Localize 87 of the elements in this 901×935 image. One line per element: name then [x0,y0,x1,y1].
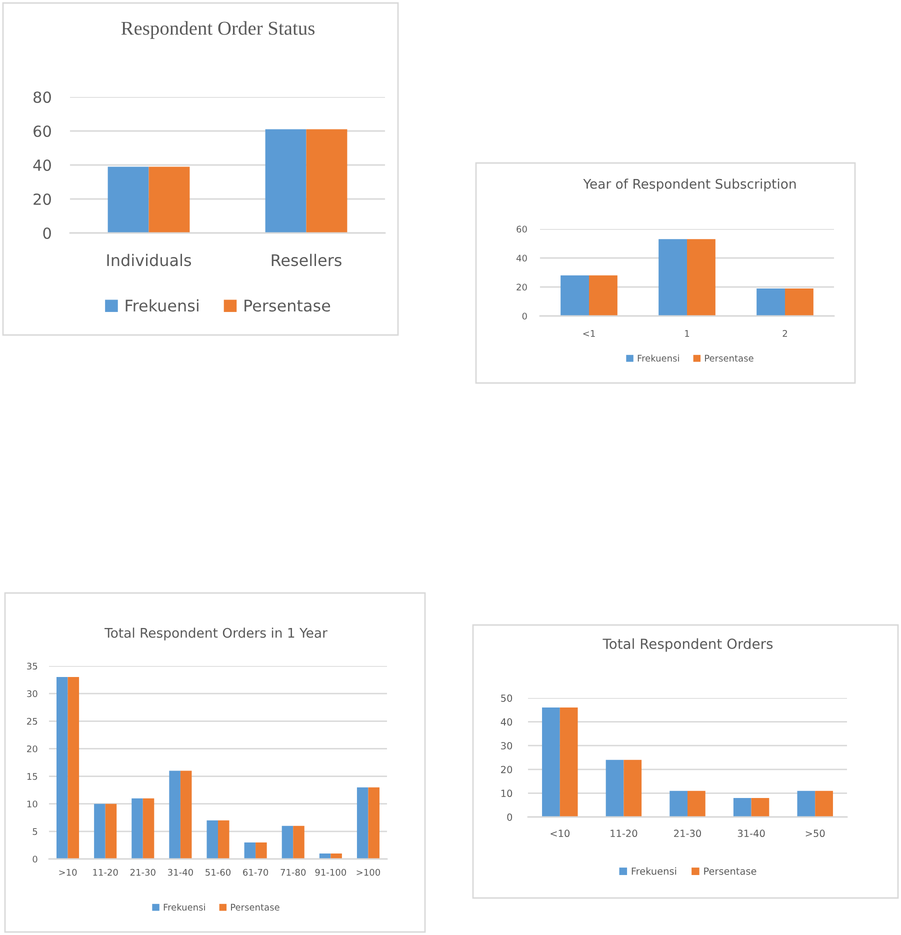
bar [589,275,618,316]
legend-label: Frekuensi [638,354,679,362]
bar [330,853,342,859]
x-tick-label: 21-30 [674,830,701,838]
y-tick-label: 15 [27,773,38,780]
x-tick-label: >10 [59,868,77,876]
legend-label: Persentase [244,300,330,312]
bar [169,770,180,859]
x-tick-label: >50 [806,830,825,838]
y-tick-label: 5 [32,828,38,835]
bar [356,787,368,859]
x-tick-label: 11-20 [93,868,118,876]
x-tick-label: Individuals [107,254,192,266]
bar [56,677,68,859]
bar [687,239,716,316]
bar [94,804,106,859]
y-tick-label: 60 [516,226,527,233]
y-tick-label: 20 [34,193,51,206]
bar [751,798,770,817]
x-tick-label: 91-100 [315,868,346,876]
bar [244,842,256,859]
bar [815,790,833,817]
x-tick-label: 1 [685,330,690,337]
bar [688,790,706,817]
x-tick-label: 21-30 [130,868,156,876]
y-tick-label: 10 [501,790,512,798]
bar [670,790,688,817]
bar [68,677,80,859]
legend-label: Persentase [231,904,280,911]
chart-title: Total Respondent Orders in 1 Year [104,628,328,640]
bar [560,275,589,316]
bar [756,288,785,316]
y-tick-label: 0 [507,813,512,821]
x-tick-label: Resellers [272,254,342,266]
x-tick-label: 2 [782,330,787,337]
bar [785,288,814,316]
bar [560,708,578,817]
bar [132,798,143,859]
bar [797,790,816,817]
bar [624,760,642,817]
x-tick-label: 71-80 [280,868,306,876]
y-tick-label: 35 [27,662,38,670]
chart-title: Year of Respondent Subscription [583,178,796,192]
y-tick-label: 0 [522,312,527,320]
bar [206,820,218,859]
x-tick-label: 31-40 [738,830,765,838]
y-tick-label: 40 [516,254,527,262]
y-tick-label: 25 [27,718,38,725]
bar [105,804,117,859]
y-tick-label: 60 [34,125,51,138]
y-tick-label: 30 [501,742,512,750]
bar [293,826,304,859]
x-tick-label: <10 [550,830,570,838]
bar [180,770,192,859]
chart-title: Respondent Order Status [121,21,314,39]
legend-label: Frekuensi [632,867,676,875]
bar [658,239,687,316]
bar [606,760,624,817]
y-tick-label: 0 [32,856,38,863]
y-tick-label: 40 [33,159,51,172]
bar [142,798,154,859]
bar [218,820,230,859]
y-tick-label: 20 [516,284,527,291]
x-tick-label: <1 [583,330,595,337]
y-tick-label: 10 [27,800,38,808]
bar [282,826,294,859]
y-tick-label: 20 [27,745,38,752]
bar [256,842,267,859]
y-tick-label: 50 [501,694,512,702]
x-tick-label: >100 [356,868,380,876]
legend-label: Frekuensi [164,904,205,911]
legend-label: Persentase [704,868,756,875]
chart-title: Total Respondent Orders [602,638,773,652]
legend-label: Persentase [705,354,754,362]
bar [542,708,560,817]
x-tick-label: 11-20 [610,830,638,838]
x-tick-label: 51-60 [206,868,231,876]
bar [368,787,380,859]
y-tick-label: 0 [43,227,51,240]
bar [733,798,752,817]
x-tick-label: 31-40 [168,868,193,876]
y-tick-label: 20 [501,766,512,774]
y-tick-label: 40 [500,718,512,726]
legend-label: Frekuensi [126,299,198,312]
y-tick-label: 80 [34,91,51,104]
x-tick-label: 61-70 [243,868,268,876]
y-tick-label: 30 [27,690,38,698]
